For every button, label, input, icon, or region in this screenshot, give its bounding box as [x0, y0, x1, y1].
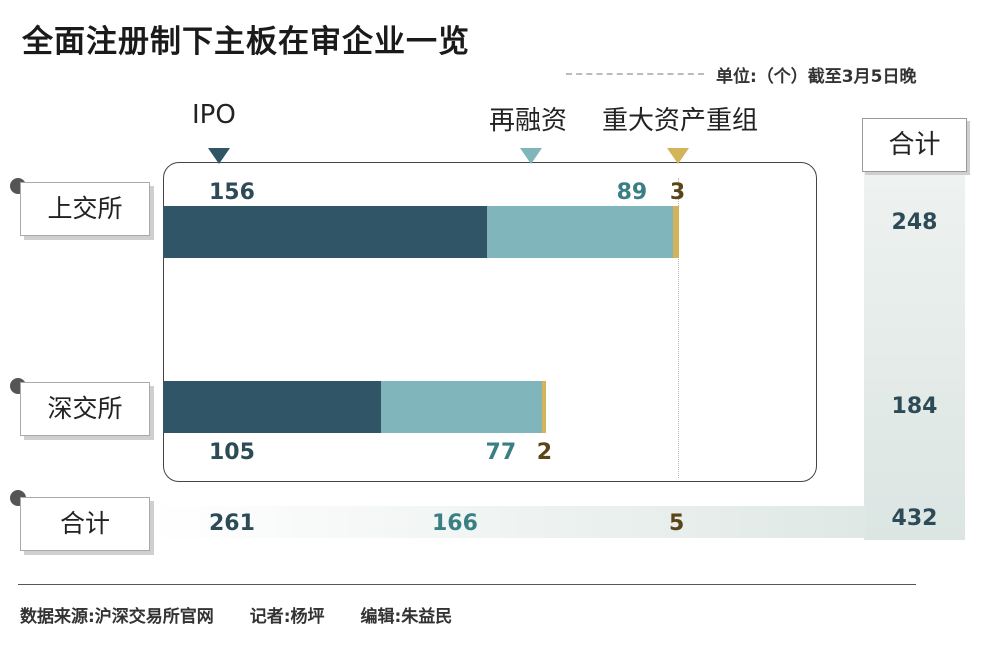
series-label-ipo: IPO — [192, 100, 236, 130]
value-label-sse-refinancing: 89 — [616, 180, 648, 205]
series-marker-ipo — [208, 148, 230, 164]
bar-sse-refinancing — [487, 206, 673, 258]
unit-note: 单位:（个）截至3月5日晚 — [716, 67, 917, 87]
value-label-szse-restructuring: 2 — [536, 440, 553, 465]
bar-szse-restructuring — [541, 381, 546, 433]
row-total-sse: 248 — [891, 210, 938, 235]
column-total-ipo: 261 — [209, 511, 255, 536]
category-label-sse: 上交所 — [20, 182, 150, 236]
series-label-restructuring: 重大资产重组 — [602, 106, 759, 136]
value-label-szse-refinancing: 77 — [485, 440, 517, 465]
total-column-background — [864, 118, 965, 540]
column-total-restructuring: 5 — [669, 511, 685, 536]
category-label-szse: 深交所 — [20, 382, 150, 436]
bar-sse-ipo — [163, 206, 488, 258]
series-marker-refinancing — [520, 148, 542, 164]
footer-divider — [18, 584, 916, 585]
series-marker-restructuring — [667, 148, 689, 164]
dashed-divider — [566, 73, 704, 75]
total-column-header: 合计 — [862, 118, 967, 172]
source-credit: 数据来源:沪深交易所官网 — [20, 607, 214, 627]
reporter-credit: 记者:杨坪 — [249, 607, 325, 627]
grand-total: 432 — [891, 506, 938, 531]
value-label-szse-ipo: 105 — [209, 440, 255, 465]
chart-frame — [163, 162, 817, 482]
footer: 数据来源:沪深交易所官网 记者:杨坪 编辑:朱益民 — [20, 602, 482, 627]
category-label-total: 合计 — [20, 497, 150, 551]
bar-szse-ipo — [163, 381, 382, 433]
reference-gridline — [678, 178, 679, 478]
total-row-background — [150, 506, 866, 538]
bar-sse-restructuring — [672, 206, 679, 258]
chart-title: 全面注册制下主板在审企业一览 — [22, 24, 470, 60]
value-label-sse-restructuring: 3 — [669, 180, 686, 205]
bar-szse-refinancing — [381, 381, 542, 433]
editor-credit: 编辑:朱益民 — [360, 607, 453, 627]
series-label-refinancing: 再融资 — [489, 106, 568, 136]
row-total-szse: 184 — [891, 394, 938, 419]
value-label-sse-ipo: 156 — [209, 180, 255, 205]
column-total-refinancing: 166 — [432, 511, 478, 536]
